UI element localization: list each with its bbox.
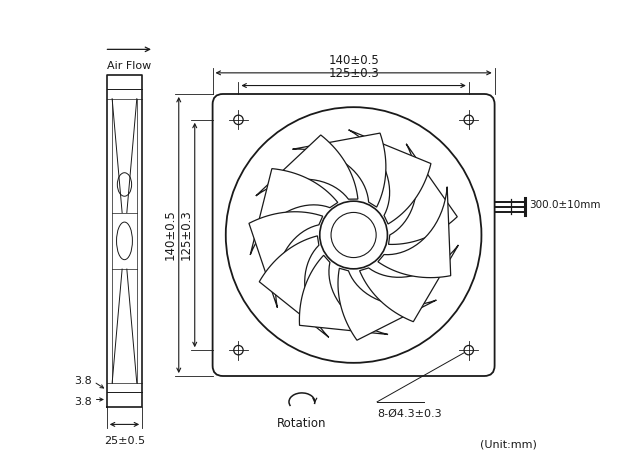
Polygon shape xyxy=(378,187,451,278)
Text: 25±0.5: 25±0.5 xyxy=(104,436,145,446)
Polygon shape xyxy=(360,245,458,322)
Circle shape xyxy=(320,201,387,269)
Polygon shape xyxy=(249,212,323,308)
Circle shape xyxy=(464,115,473,125)
Circle shape xyxy=(234,345,243,355)
Text: 125±0.3: 125±0.3 xyxy=(179,210,193,260)
Text: (Unit:mm): (Unit:mm) xyxy=(480,439,537,449)
Text: 125±0.3: 125±0.3 xyxy=(328,67,379,80)
Text: 300.0±10mm: 300.0±10mm xyxy=(529,200,600,211)
Text: 3.8: 3.8 xyxy=(74,376,92,386)
Polygon shape xyxy=(338,268,436,340)
Polygon shape xyxy=(300,255,388,335)
Polygon shape xyxy=(389,144,458,244)
Text: Rotation: Rotation xyxy=(277,417,327,430)
Text: 3.8: 3.8 xyxy=(74,397,92,407)
Polygon shape xyxy=(250,169,337,255)
Circle shape xyxy=(331,212,376,258)
Text: 8-Ø4.3±0.3: 8-Ø4.3±0.3 xyxy=(377,409,442,419)
Polygon shape xyxy=(256,135,358,199)
Text: 140±0.5: 140±0.5 xyxy=(164,210,177,260)
Circle shape xyxy=(234,115,243,125)
Polygon shape xyxy=(293,133,386,207)
Polygon shape xyxy=(259,236,329,337)
Circle shape xyxy=(464,345,473,355)
FancyBboxPatch shape xyxy=(212,94,495,376)
Text: Air Flow: Air Flow xyxy=(107,61,151,71)
Polygon shape xyxy=(349,130,431,224)
Text: 140±0.5: 140±0.5 xyxy=(328,54,379,67)
Circle shape xyxy=(226,107,482,363)
